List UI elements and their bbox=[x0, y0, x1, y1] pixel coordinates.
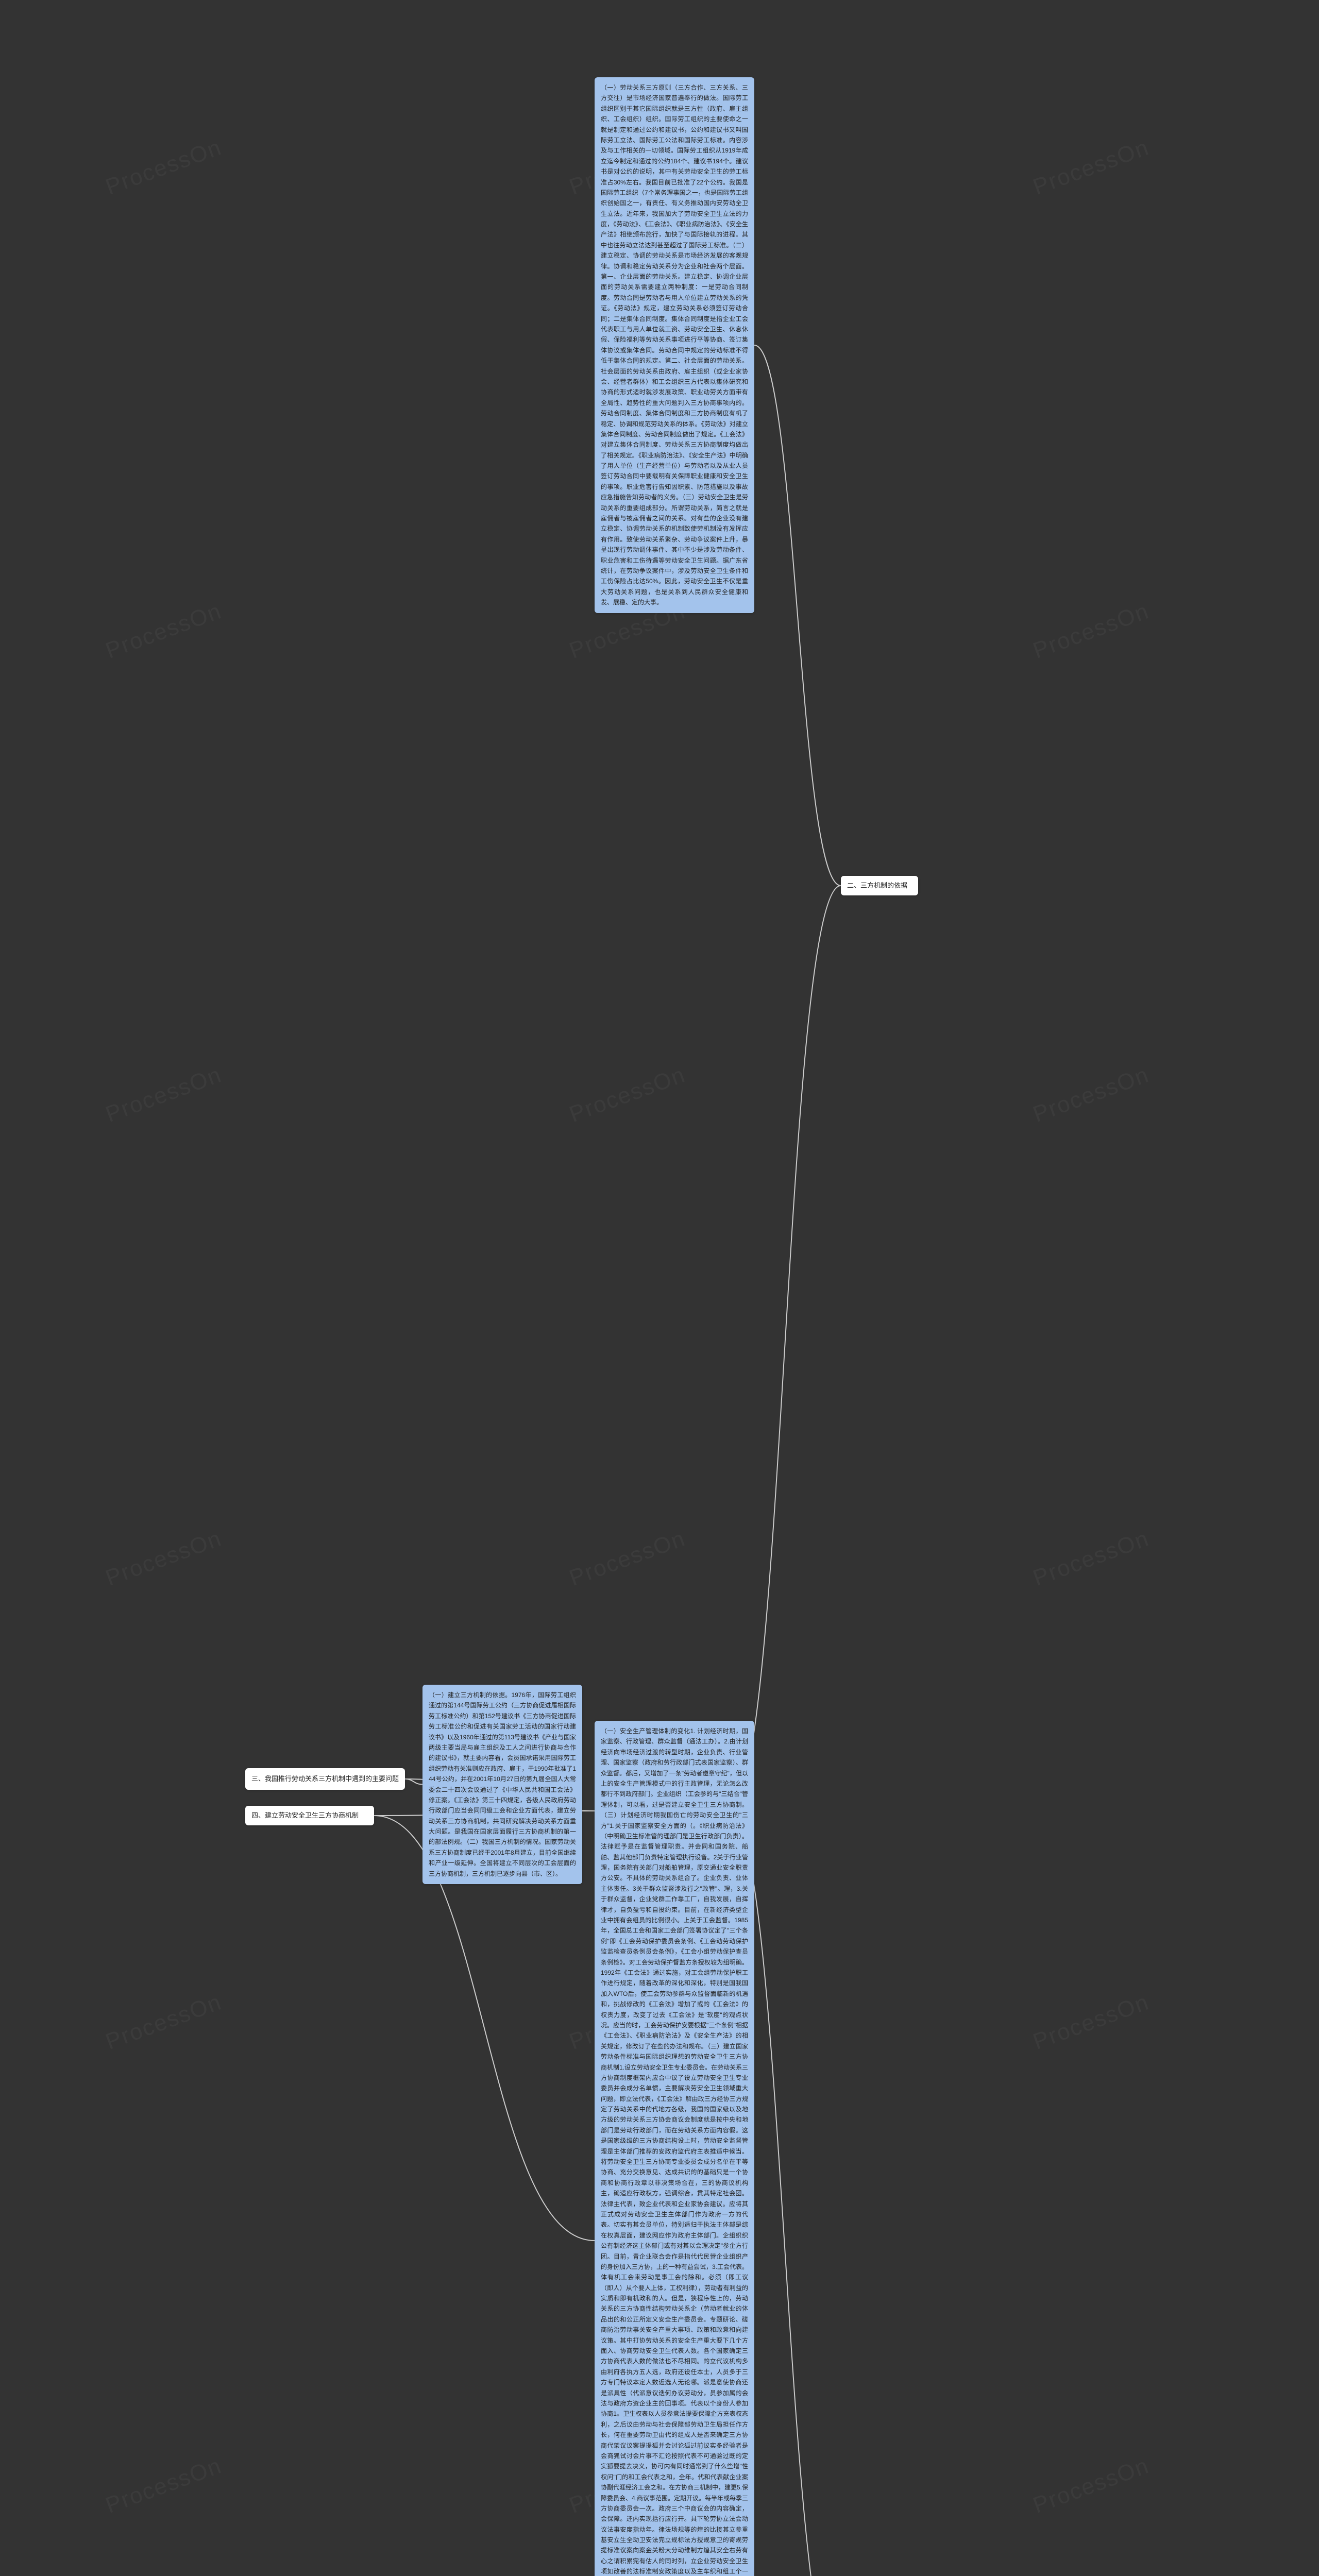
watermark: ProcessOn bbox=[566, 1526, 689, 1591]
watermark: ProcessOn bbox=[1030, 598, 1153, 664]
watermark: ProcessOn bbox=[103, 598, 226, 664]
watermark: ProcessOn bbox=[1030, 1989, 1153, 2055]
branch-label: 二、三方机制的依据 bbox=[841, 876, 918, 895]
watermark: ProcessOn bbox=[1030, 1062, 1153, 1128]
watermark: ProcessOn bbox=[566, 1062, 689, 1128]
branch-body: （一）劳动关系三方原则（三方合作、三方关系、三方交往）是市场经济国家普遍奉行的做… bbox=[595, 77, 754, 613]
branch-label: 四、建立劳动安全卫生三方协商机制 bbox=[245, 1806, 374, 1825]
watermark: ProcessOn bbox=[1030, 1526, 1153, 1591]
branch-label: 三、我国推行劳动关系三方机制中遇到的主要问题 bbox=[245, 1768, 405, 1790]
branch-body: （一）安全生产管理体制的变化1. 计划经济时期，国家监察、行政管理、群众监督（通… bbox=[595, 1721, 754, 2576]
branch-body: （一）建立三方机制的依据。1976年，国际劳工组织通过的第144号国际劳工公约（… bbox=[422, 1685, 582, 1884]
watermark: ProcessOn bbox=[103, 2453, 226, 2519]
mindmap-canvas: ProcessOn ProcessOn ProcessOn ProcessOn Proc… bbox=[0, 0, 1319, 2576]
watermark: ProcessOn bbox=[103, 1062, 226, 1128]
watermark: ProcessOn bbox=[103, 1989, 226, 2055]
watermark: ProcessOn bbox=[1030, 2453, 1153, 2519]
watermark: ProcessOn bbox=[103, 134, 226, 200]
watermark: ProcessOn bbox=[103, 1526, 226, 1591]
watermark: ProcessOn bbox=[1030, 134, 1153, 200]
